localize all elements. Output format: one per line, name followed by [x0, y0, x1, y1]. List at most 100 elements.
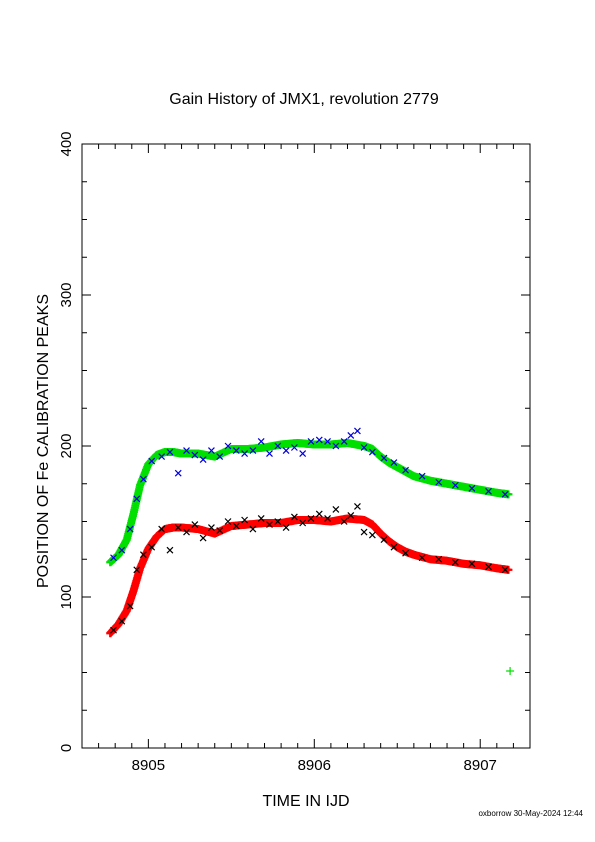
data-point: [324, 438, 331, 445]
data-point: [191, 521, 199, 528]
data-point: [451, 481, 459, 489]
data-point: [249, 525, 257, 533]
data-point: [110, 626, 117, 634]
data-point: [191, 451, 199, 459]
data-point: [468, 484, 476, 492]
data-point: [199, 534, 207, 542]
data-point: [207, 447, 215, 454]
data-point: [166, 448, 174, 456]
data-point: [354, 502, 361, 510]
data-point: [501, 490, 509, 498]
data-point: [307, 515, 315, 522]
data-point: [183, 528, 190, 536]
x-tick-label: 8906: [298, 757, 331, 774]
footer-credit: oxborrow 30-May-2024 12:44: [478, 809, 583, 818]
data-point: [360, 528, 368, 536]
y-tick-label: 200: [58, 433, 75, 458]
data-point: [354, 427, 361, 435]
data-marks: [106, 427, 515, 675]
data-point: [257, 515, 265, 522]
data-point: [501, 566, 509, 574]
data-point: [290, 513, 298, 521]
data-point: [332, 505, 340, 513]
y-tick-label: 100: [58, 584, 75, 609]
data-point: [232, 447, 240, 454]
data-point: [390, 543, 398, 551]
data-point: [232, 522, 240, 530]
data-point: [332, 442, 340, 450]
data-point: [241, 516, 249, 524]
data-point: [241, 450, 249, 457]
x-tick-label: 8907: [464, 757, 497, 774]
data-point: [390, 459, 398, 467]
data-point: [199, 456, 207, 464]
data-point: [266, 521, 273, 528]
y-tick-label: 400: [58, 131, 75, 156]
data-point: [368, 448, 376, 456]
data-point: [340, 438, 348, 445]
data-point: [418, 554, 426, 562]
data-point: [110, 554, 117, 562]
data-point: [118, 546, 126, 554]
data-point: [506, 666, 515, 675]
data-point: [315, 436, 323, 444]
axis-tick-labels: 0 100 200 300 400 8905 8906 8907: [58, 131, 497, 774]
y-tick-label: 0: [58, 744, 75, 752]
data-point: [274, 442, 282, 450]
data-point: [485, 563, 492, 571]
data-point: [216, 453, 224, 460]
data-point: [158, 453, 166, 460]
data-point: [139, 475, 147, 483]
data-point: [435, 478, 443, 486]
axis-ticks: [81, 143, 531, 749]
data-point: [148, 457, 156, 465]
data-point: [485, 487, 492, 495]
data-point: [435, 555, 443, 563]
data-point: [324, 515, 331, 522]
data-point: [133, 495, 141, 503]
data-point: [468, 560, 476, 568]
data-point: [126, 602, 134, 610]
data-point: [257, 438, 265, 445]
y-axis-label: POSITION OF Fe CALIBRATION PEAKS: [35, 294, 52, 588]
data-point: [166, 546, 174, 554]
data-point: [282, 524, 290, 531]
data-point: [148, 543, 156, 551]
data-point: [368, 531, 376, 539]
data-point: [118, 617, 126, 625]
data-point: [360, 444, 368, 451]
data-point: [402, 466, 409, 474]
data-point: [216, 527, 224, 534]
data-point: [340, 518, 348, 525]
data-point: [402, 549, 409, 557]
x-tick-label: 8905: [132, 757, 165, 774]
y-tick-label: 300: [58, 282, 75, 307]
data-point: [451, 558, 459, 566]
data-point: [174, 469, 182, 477]
data-point: [139, 551, 147, 559]
data-point: [282, 447, 290, 454]
data-point: [158, 525, 166, 533]
data-point: [249, 447, 257, 454]
data-point: [299, 519, 307, 527]
data-point: [126, 525, 134, 533]
data-point: [418, 472, 426, 480]
data-point: [183, 447, 190, 454]
data-point: [224, 442, 232, 450]
data-point: [380, 454, 388, 462]
x-axis-label: TIME IN IJD: [262, 793, 349, 810]
data-point: [347, 512, 355, 519]
data-point: [307, 438, 315, 445]
data-point: [207, 524, 215, 531]
data-point: [315, 510, 323, 518]
data-point: [174, 524, 182, 531]
data-point: [290, 444, 298, 451]
data-point: [380, 536, 388, 544]
data-point: [299, 450, 307, 457]
data-point: [133, 566, 141, 574]
chart-title: Gain History of JMX1, revolution 2779: [169, 91, 439, 108]
data-point: [274, 518, 282, 525]
data-point: [224, 518, 232, 525]
data-point: [266, 450, 273, 457]
